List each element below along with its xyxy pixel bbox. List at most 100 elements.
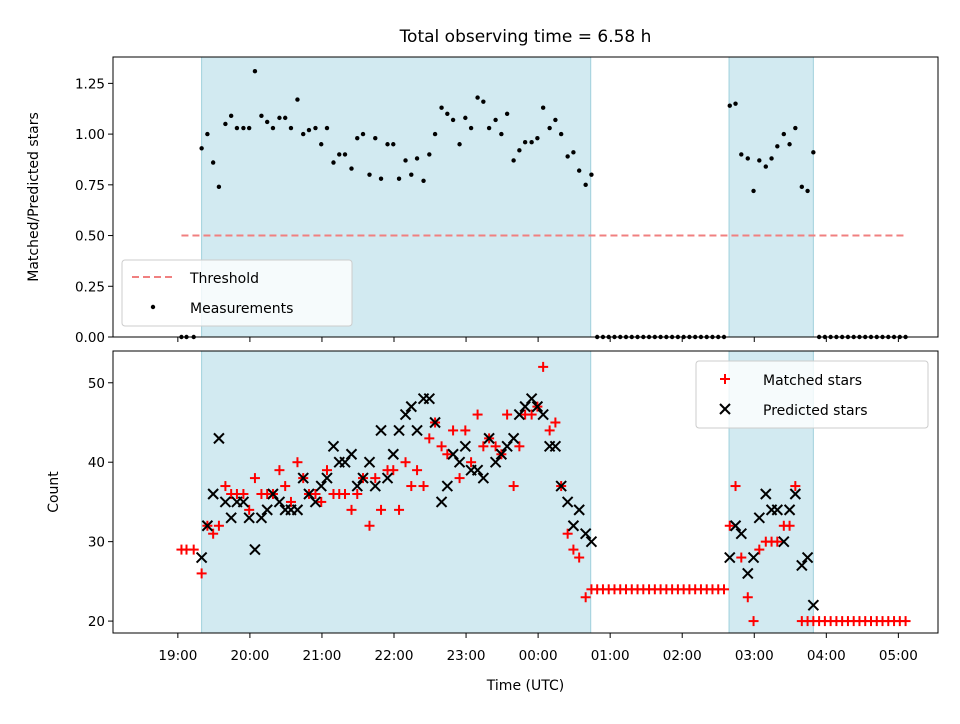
y-tick-label: 20 <box>88 614 105 630</box>
measurement-point <box>360 131 366 137</box>
predicted-star-point-b <box>760 488 772 500</box>
predicted-star-point <box>441 480 454 492</box>
predicted-star-point-b <box>489 456 502 468</box>
matched-star-point <box>748 616 759 627</box>
y-tick-label: 0.25 <box>75 279 105 295</box>
matched-star-point <box>196 568 207 579</box>
matched-star-point <box>436 441 447 452</box>
predicted-star-point <box>369 480 381 492</box>
predicted-star-point <box>315 480 327 492</box>
y-tick-label: 0.50 <box>75 229 105 245</box>
measurement-point <box>445 111 450 117</box>
matched-star-point <box>526 409 537 420</box>
measurement-point <box>313 125 318 131</box>
threshold-legend-label: Threshold <box>189 271 259 287</box>
measurement-point <box>367 172 372 177</box>
predicted-star-point <box>195 551 208 564</box>
measurement-point <box>331 160 336 165</box>
y-tick-label: 0.00 <box>75 330 105 346</box>
x-tick-label: 04:00 <box>807 648 846 664</box>
predicted-star-point <box>495 448 508 460</box>
predicted-star-point-b <box>435 496 448 508</box>
measurement-point <box>252 69 258 74</box>
predicted-star-point <box>381 472 394 484</box>
matched-star-point <box>364 520 375 531</box>
predicted-star-point <box>789 488 802 500</box>
ratio-legend-box <box>121 259 353 327</box>
matched-star-point <box>724 520 735 531</box>
measurement-point <box>547 125 552 131</box>
predicted-star-point <box>489 456 502 468</box>
predicted-star-point <box>807 599 820 611</box>
predicted-star-point <box>477 472 490 484</box>
predicted-star-point-b <box>519 400 531 413</box>
matched-star-point <box>550 417 561 428</box>
matched-star-point <box>490 441 501 452</box>
matched-star-point <box>574 552 585 563</box>
predicted-star-point <box>249 543 261 556</box>
predicted-star-point-b <box>501 440 513 453</box>
measurement-point <box>306 127 312 133</box>
predicted-star-point-b <box>471 464 484 476</box>
x-tick-label: 02:00 <box>663 648 702 664</box>
measurement-point <box>342 152 348 157</box>
predicted-star-point <box>513 408 526 421</box>
measurement-point <box>324 125 330 131</box>
predicted-star-point-b <box>447 448 459 460</box>
time-x-axis-label: Time (UTC) <box>486 678 564 694</box>
measurement-point <box>427 152 432 157</box>
y-tick-label: 0.75 <box>75 178 105 194</box>
matched-star-point <box>274 465 285 476</box>
predicted-star-point <box>742 567 754 580</box>
predicted-star-point <box>435 496 448 508</box>
predicted-star-point <box>375 424 387 437</box>
predicted-star-point <box>303 488 315 500</box>
measurement-point <box>811 150 816 155</box>
matched-star-point <box>340 488 351 499</box>
predicted-star-point-b <box>297 472 309 484</box>
predicted-star-point <box>267 488 279 500</box>
predicted-star-point <box>555 480 567 492</box>
predicted-star-point <box>237 496 250 508</box>
measurement-point <box>504 111 510 117</box>
predicted-star-point-b <box>807 599 820 611</box>
predicted-star-point <box>567 520 580 532</box>
measurement-point <box>396 176 402 181</box>
predicted-star-point-b <box>507 432 520 445</box>
matched-legend-swatch <box>720 374 730 384</box>
predicted-star-point <box>261 504 273 516</box>
predicted-star-point <box>387 448 399 460</box>
predicted-legend-swatch <box>719 403 731 415</box>
predicted-star-point-b <box>393 424 405 437</box>
matched-star-point <box>478 441 489 452</box>
ratio-panel: 0.00 0.25 0.50 0.75 1.00 1.25 Total observing… <box>26 27 939 346</box>
ratio-y-axis-label: Matched/Predicted stars <box>26 112 42 282</box>
predicted-star-point <box>207 488 219 500</box>
predicted-star-point <box>345 448 358 460</box>
predicted-star-point-b <box>237 496 250 508</box>
predicted-star-point-b <box>219 496 232 508</box>
matched-star-point <box>370 473 381 484</box>
predicted-star-point <box>747 551 760 564</box>
predicted-star-point-b <box>309 496 322 508</box>
measurement-point <box>553 117 558 123</box>
predicted-star-point-b <box>255 512 268 524</box>
matched-star-point <box>310 488 321 499</box>
measurements-legend-label: Measurements <box>190 301 293 317</box>
measurement-point <box>486 125 492 131</box>
predicted-star-point <box>321 472 333 484</box>
measurement-point <box>288 125 294 131</box>
predicted-star-point <box>225 512 237 524</box>
predicted-star-point-b <box>459 440 472 453</box>
measurement-point <box>199 146 204 151</box>
matched-star-point <box>460 425 471 436</box>
predicted-star-point <box>219 496 232 508</box>
y-tick-label: 1.00 <box>75 127 105 143</box>
matched-star-point <box>514 441 525 452</box>
x-tick-label: 19:00 <box>158 648 197 664</box>
matched-star-point <box>580 592 591 603</box>
measurement-point <box>757 158 762 163</box>
predicted-star-point <box>796 559 808 572</box>
measurement-point <box>463 115 468 121</box>
